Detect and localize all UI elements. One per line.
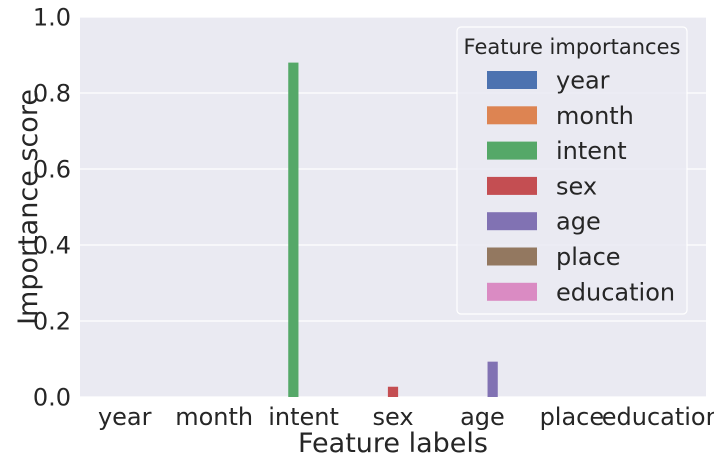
x-tick-label: age: [460, 403, 505, 431]
legend: Feature importances year month intent sex ag…: [456, 26, 688, 315]
x-tick-label: sex: [372, 403, 413, 431]
legend-swatch-month: [487, 106, 537, 125]
x-tick-label: month: [175, 403, 253, 431]
legend-box: [456, 26, 688, 315]
legend-swatch-sex: [487, 176, 537, 195]
x-tick-label: place: [540, 403, 605, 431]
legend-label-age: age: [556, 208, 601, 236]
legend-label-month: month: [556, 102, 634, 130]
legend-title: Feature importances: [464, 35, 681, 59]
legend-swatch-intent: [487, 141, 537, 160]
legend-items: year month intent sex age place education: [487, 67, 675, 306]
y-tick-label: 1.0: [33, 4, 71, 32]
y-tick-label: 0.6: [33, 156, 71, 184]
legend-swatch-place: [487, 247, 537, 266]
x-tick-label: year: [98, 403, 152, 431]
legend-label-sex: sex: [556, 172, 597, 200]
x-axis-label: Feature labels: [298, 428, 488, 459]
legend-swatch-education: [487, 282, 537, 301]
gridlines: [80, 16, 706, 398]
legend-label-year: year: [556, 67, 610, 95]
y-tick-label: 0.4: [33, 232, 71, 260]
legend-label-education: education: [556, 278, 675, 306]
y-tick-label: 0.8: [33, 80, 71, 108]
legend-label-place: place: [556, 243, 621, 271]
bar-age: [487, 361, 498, 397]
y-tick-label: 0.2: [33, 308, 71, 336]
legend-swatch-year: [487, 71, 537, 89]
x-tick-label: education: [602, 403, 714, 431]
x-tick-label: intent: [268, 403, 339, 431]
bars: [288, 62, 498, 397]
y-axis-label: Importance score: [13, 89, 44, 325]
legend-swatch-age: [487, 212, 537, 231]
bar-sex: [387, 386, 399, 397]
legend-label-intent: intent: [556, 137, 627, 165]
bar-intent: [288, 62, 299, 397]
y-tick-labels: 0.0 0.2 0.4 0.6 0.8 1.0: [33, 4, 71, 412]
y-tick-label: 0.0: [33, 384, 71, 412]
